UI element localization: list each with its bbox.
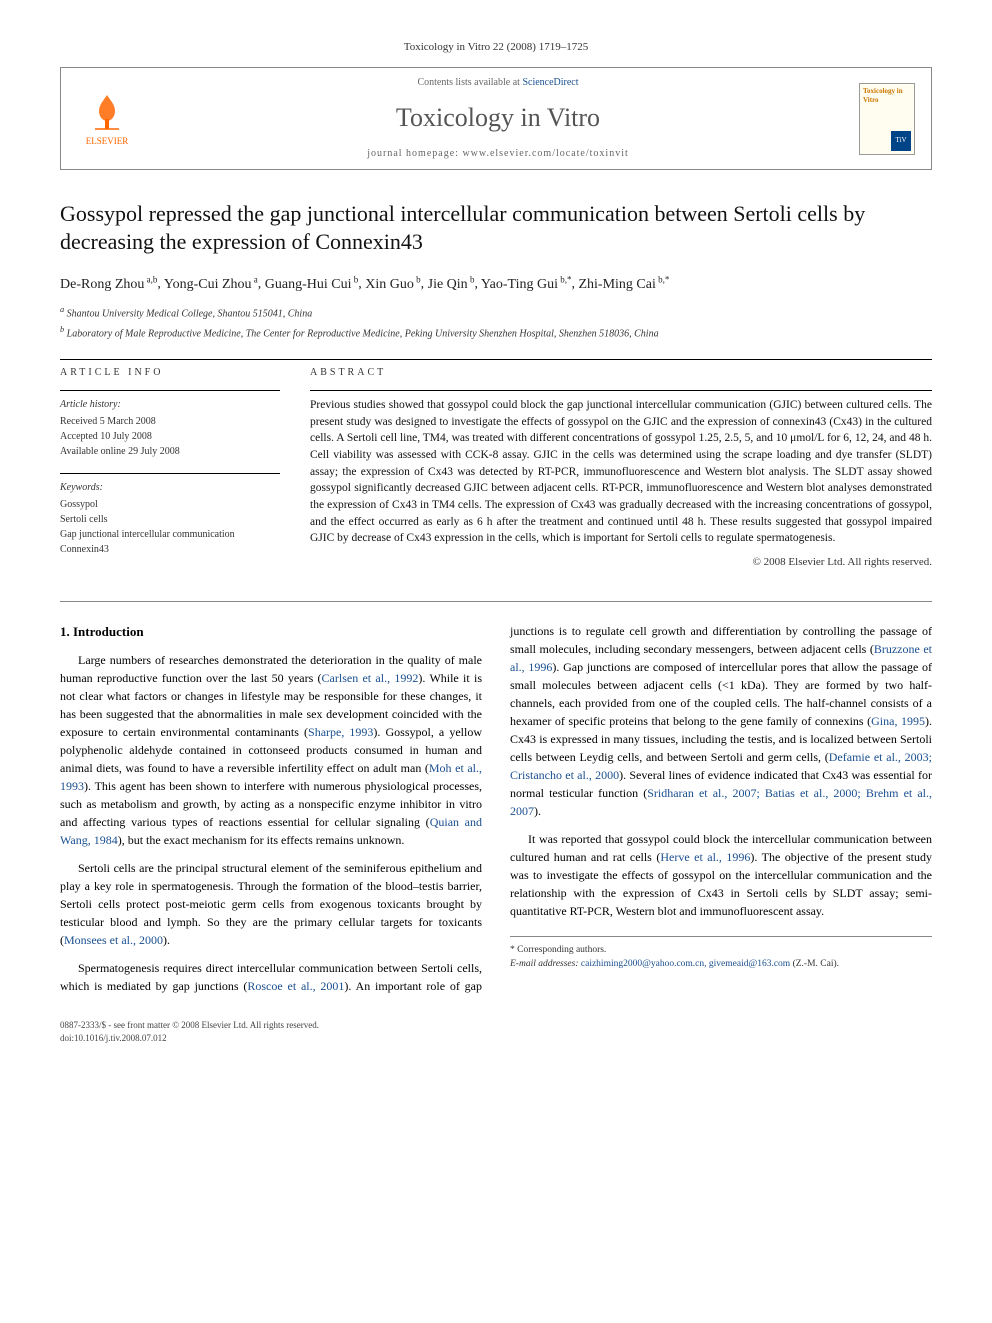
homepage-prefix: journal homepage: <box>367 148 462 159</box>
journal-cover-thumbnail: Toxicology in Vitro TiV <box>859 83 915 155</box>
affiliations: a Shantou University Medical College, Sh… <box>60 304 932 341</box>
keyword: Gossypol <box>60 497 280 512</box>
header-center: Contents lists available at ScienceDirec… <box>137 76 859 160</box>
corresponding-authors-note: * Corresponding authors. <box>510 943 932 957</box>
affiliation: b Laboratory of Male Reproductive Medici… <box>60 324 932 341</box>
journal-header: ELSEVIER Contents lists available at Sci… <box>60 67 932 169</box>
journal-homepage: journal homepage: www.elsevier.com/locat… <box>137 147 859 161</box>
divider <box>60 601 932 602</box>
author-list: De-Rong Zhou a,b, Yong-Cui Zhou a, Guang… <box>60 273 932 294</box>
abstract-column: ABSTRACT Previous studies showed that go… <box>310 366 932 571</box>
keyword: Sertoli cells <box>60 512 280 527</box>
section-heading-introduction: 1. Introduction <box>60 622 482 642</box>
article-body: 1. Introduction Large numbers of researc… <box>60 622 932 996</box>
sciencedirect-link[interactable]: ScienceDirect <box>522 77 578 88</box>
body-paragraph: Sertoli cells are the principal structur… <box>60 859 482 949</box>
author: Xin Guo b <box>365 277 420 292</box>
history-line: Received 5 March 2008 <box>60 414 280 429</box>
divider <box>60 473 280 474</box>
homepage-url: www.elsevier.com/locate/toxinvit <box>462 148 628 159</box>
author-affil-marker: a,b <box>144 274 157 284</box>
divider <box>60 390 280 391</box>
keywords-block: Keywords: GossypolSertoli cellsGap junct… <box>60 480 280 557</box>
author: Yong-Cui Zhou a <box>164 277 258 292</box>
author-affil-marker: b <box>352 274 359 284</box>
divider <box>310 390 932 391</box>
author-affil-marker: b,* <box>558 274 572 284</box>
affiliation: a Shantou University Medical College, Sh… <box>60 304 932 321</box>
article-title: Gossypol repressed the gap junctional in… <box>60 200 932 257</box>
keyword: Connexin43 <box>60 542 280 557</box>
body-paragraph: It was reported that gossypol could bloc… <box>510 830 932 920</box>
email-addresses-line: E-mail addresses: caizhiming2000@yahoo.c… <box>510 957 932 971</box>
cover-badge: TiV <box>891 131 911 151</box>
email-suffix: (Z.-M. Cai). <box>793 959 839 969</box>
contents-prefix: Contents lists available at <box>417 77 522 88</box>
email-label: E-mail addresses: <box>510 959 579 969</box>
author-affil-marker: b <box>468 274 475 284</box>
body-paragraph: Large numbers of researches demonstrated… <box>60 651 482 849</box>
article-history-block: Article history: Received 5 March 2008Ac… <box>60 397 280 459</box>
keyword: Gap junctional intercellular communicati… <box>60 527 280 542</box>
author: De-Rong Zhou a,b <box>60 277 157 292</box>
divider <box>60 359 932 360</box>
keywords-heading: Keywords: <box>60 480 280 495</box>
journal-reference: Toxicology in Vitro 22 (2008) 1719–1725 <box>60 40 932 55</box>
history-line: Available online 29 July 2008 <box>60 444 280 459</box>
author-affil-marker: a <box>252 274 258 284</box>
journal-title: Toxicology in Vitro <box>137 100 859 136</box>
publisher-logo: ELSEVIER <box>77 89 137 148</box>
issn-line: 0887-2333/$ - see front matter © 2008 El… <box>60 1019 932 1032</box>
footnotes: * Corresponding authors. E-mail addresse… <box>510 936 932 972</box>
author: Yao-Ting Gui b,* <box>481 277 572 292</box>
info-abstract-row: ARTICLE INFO Article history: Received 5… <box>60 366 932 571</box>
history-heading: Article history: <box>60 397 280 412</box>
abstract-label: ABSTRACT <box>310 366 932 380</box>
page-footer: 0887-2333/$ - see front matter © 2008 El… <box>60 1019 932 1044</box>
email-link[interactable]: caizhiming2000@yahoo.com.cn, givemeaid@1… <box>581 959 790 969</box>
author-affil-marker: b,* <box>656 274 670 284</box>
cover-title: Toxicology in Vitro <box>863 87 911 107</box>
article-info-label: ARTICLE INFO <box>60 366 280 380</box>
doi-line: doi:10.1016/j.tiv.2008.07.012 <box>60 1032 932 1045</box>
contents-available-line: Contents lists available at ScienceDirec… <box>137 76 859 90</box>
abstract-text: Previous studies showed that gossypol co… <box>310 397 932 547</box>
author: Jie Qin b <box>428 277 475 292</box>
author: Guang-Hui Cui b <box>265 277 358 292</box>
author: Zhi-Ming Cai b,* <box>578 277 669 292</box>
author-affil-marker: b <box>414 274 421 284</box>
abstract-copyright: © 2008 Elsevier Ltd. All rights reserved… <box>310 555 932 570</box>
article-info-column: ARTICLE INFO Article history: Received 5… <box>60 366 280 571</box>
publisher-name: ELSEVIER <box>77 135 137 148</box>
elsevier-tree-icon <box>85 89 129 133</box>
history-line: Accepted 10 July 2008 <box>60 429 280 444</box>
